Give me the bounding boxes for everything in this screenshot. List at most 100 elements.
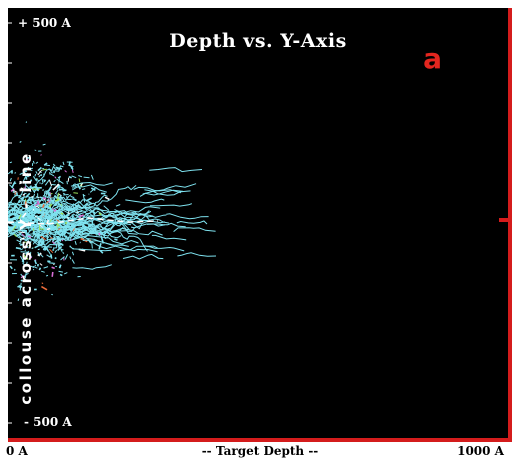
ion-track-segment <box>28 196 32 202</box>
ion-track-segment <box>56 230 61 235</box>
ion-track-segment <box>56 236 59 240</box>
ion-track-segment <box>39 215 42 220</box>
ion-track-segment <box>53 179 56 183</box>
ion-track-segment <box>38 228 45 230</box>
ion-track-segment <box>49 197 52 200</box>
ion-track-segment <box>20 279 23 282</box>
ion-track-branch <box>144 245 185 252</box>
ion-track-segment <box>68 224 70 227</box>
ion-track-segment <box>49 211 52 214</box>
ion-track-segment <box>65 201 68 204</box>
ion-track-segment <box>67 207 71 212</box>
ion-track-segment <box>28 215 33 221</box>
ion-track-segment <box>59 186 64 189</box>
ion-track-branch <box>72 264 112 270</box>
ion-track-segment <box>85 197 92 202</box>
ion-track-segment <box>22 176 27 182</box>
ion-track-segment <box>46 215 52 220</box>
ion-track-segment <box>32 198 36 205</box>
ion-track-segment <box>62 202 69 209</box>
ion-track-segment <box>32 176 38 182</box>
ion-track-segment <box>52 225 58 230</box>
panel-label: a <box>423 42 442 75</box>
ion-track-segment <box>43 266 49 269</box>
ion-track-segment <box>19 195 26 200</box>
ion-track-segment <box>43 179 47 183</box>
ion-track-segment <box>88 202 93 206</box>
ion-track-segment <box>8 227 13 233</box>
ion-track-segment <box>69 256 72 260</box>
ion-track-segment <box>51 208 57 212</box>
ion-track-segment <box>33 205 39 211</box>
ion-track-segment <box>32 241 36 245</box>
ion-track-segment <box>39 224 44 228</box>
ion-track-segment <box>51 201 54 204</box>
ion-track-segment <box>48 168 53 174</box>
ion-track-segment <box>46 260 49 263</box>
ion-track-segment <box>37 166 42 172</box>
ion-track-branch <box>106 212 154 217</box>
ion-track-segment <box>66 195 68 199</box>
ion-track-segment <box>107 210 110 212</box>
ion-track-branch <box>114 206 161 214</box>
ion-track-segment <box>25 233 28 239</box>
ion-track-branch <box>144 183 197 192</box>
ion-track-segment <box>39 218 43 222</box>
ion-track-segment <box>42 204 45 208</box>
ion-track-segment <box>14 205 18 210</box>
ion-track-segment <box>81 223 85 226</box>
ion-track-segment <box>24 166 30 172</box>
ion-track-segment <box>75 220 81 224</box>
ion-track-branch <box>122 253 164 260</box>
ion-track-segment <box>85 214 93 220</box>
ion-track-segment <box>48 199 51 202</box>
ion-track-segment <box>59 203 62 207</box>
ion-track-segment <box>24 210 28 214</box>
ion-track-branch <box>146 222 186 228</box>
ion-track-segment <box>57 185 61 189</box>
ion-track-segment <box>16 227 24 232</box>
ion-track-segment <box>24 192 31 199</box>
ion-track-segment <box>67 216 70 219</box>
ion-track-segment <box>25 222 30 226</box>
ion-track-segment <box>41 179 45 181</box>
ion-track-segment <box>30 196 34 200</box>
ion-track-segment <box>37 169 42 176</box>
ion-track-segment <box>64 272 68 275</box>
ion-track-segment <box>39 208 42 212</box>
ion-track-segment <box>98 232 101 236</box>
ion-track-segment <box>78 178 81 183</box>
ion-track-segment <box>33 216 36 219</box>
ion-track-segment <box>24 250 30 255</box>
ion-track-segment <box>29 240 32 244</box>
ion-track-segment <box>54 257 57 260</box>
ion-track-segment <box>32 160 35 164</box>
ion-track-segment <box>45 204 49 208</box>
ion-track-segment <box>22 254 25 259</box>
ion-track-segment <box>49 201 52 204</box>
ion-track-segment <box>9 177 12 182</box>
ion-track-segment <box>56 240 64 247</box>
ion-track-segment <box>45 239 52 246</box>
ion-track-segment <box>47 250 51 255</box>
ion-track-segment <box>34 264 37 267</box>
ion-track-segment <box>41 216 46 219</box>
ion-track-segment <box>10 230 13 234</box>
ion-track-branch <box>177 252 217 257</box>
ion-track-segment <box>54 249 58 253</box>
ion-track-segment <box>42 167 45 170</box>
ion-track-segment <box>51 266 55 270</box>
y-bottom-label: - 500 A <box>24 415 72 429</box>
ion-track-cloud <box>8 22 217 424</box>
ion-track-segment <box>30 265 35 268</box>
ion-track-segment <box>24 272 29 277</box>
ion-track-segment <box>21 259 25 263</box>
ion-track-segment <box>104 196 110 201</box>
ion-track-segment <box>19 170 28 175</box>
ion-track-segment <box>34 233 39 238</box>
ion-track-segment <box>84 203 89 207</box>
ion-track-segment <box>38 252 41 256</box>
ion-track-segment <box>25 121 28 123</box>
ion-track-segment <box>55 216 60 220</box>
ion-track-segment <box>71 169 74 174</box>
